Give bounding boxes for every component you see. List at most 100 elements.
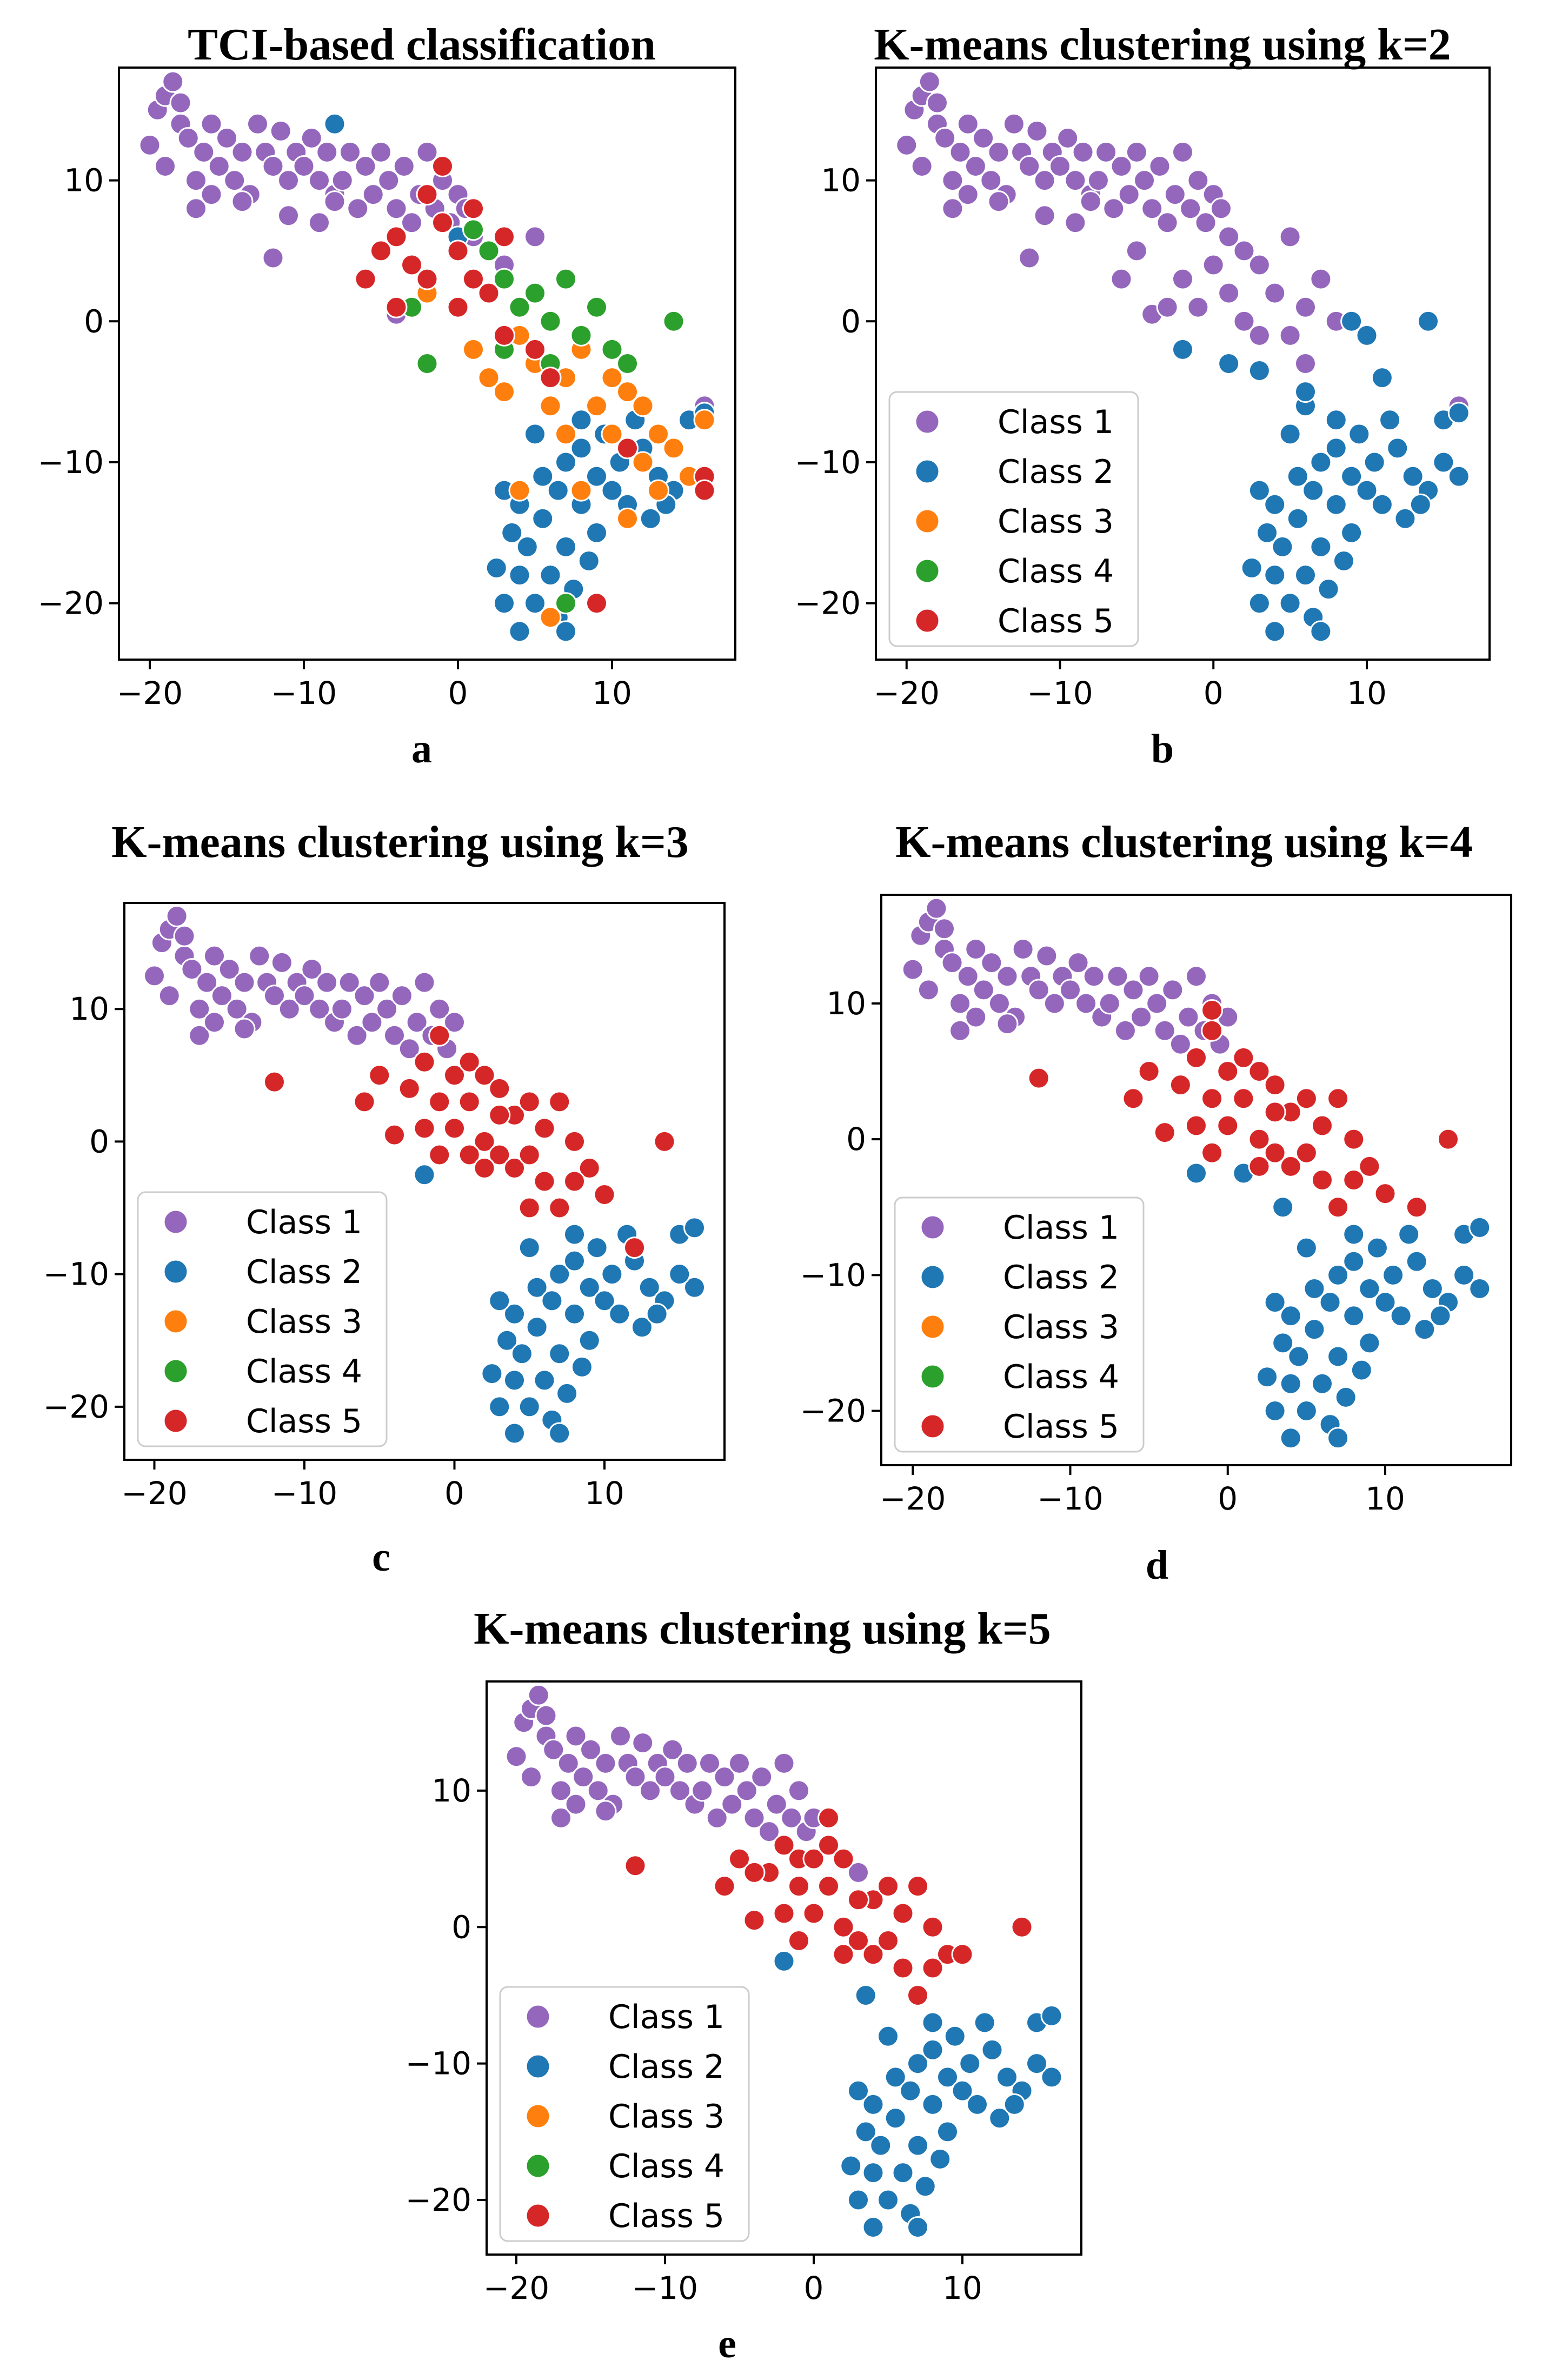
data-point [353, 1091, 376, 1113]
data-point [493, 268, 515, 290]
data-point [941, 197, 964, 220]
x-tick-label: 10 [942, 2270, 982, 2306]
y-tick-label: −20 [795, 585, 861, 622]
legend-label: Class 3 [246, 1303, 362, 1341]
data-point [293, 155, 315, 177]
legend-label: Class 5 [998, 602, 1114, 640]
data-point [1114, 1019, 1136, 1042]
legend-marker [914, 558, 940, 584]
data-point [951, 1943, 974, 1966]
data-point [921, 2093, 944, 2116]
chart-title: TCI-based classification [188, 19, 656, 70]
data-point [1294, 296, 1317, 318]
legend-label: Class 3 [998, 503, 1114, 541]
legend: Class 1 Class 2 Class 3 Class 4 Class 5 [499, 1986, 750, 2242]
data-point [601, 423, 623, 446]
data-point [196, 971, 218, 994]
data-point [943, 2025, 966, 2047]
data-point [1311, 1169, 1333, 1191]
series-class-1 [143, 905, 466, 1060]
data-point [578, 1276, 601, 1299]
data-point [996, 2066, 1018, 2089]
plot-frame [123, 902, 726, 1461]
data-point [531, 465, 554, 488]
data-point [832, 1847, 855, 1870]
data-point [608, 1302, 631, 1325]
data-point [347, 197, 369, 220]
data-point [277, 169, 300, 192]
legend-label: Class 2 [608, 2048, 724, 2086]
data-point [735, 1779, 758, 1802]
y-tick-label: 10 [826, 985, 866, 1022]
data-point [616, 437, 639, 460]
data-point [1468, 1216, 1491, 1239]
data-point [293, 985, 316, 1007]
x-tick-label: −10 [1037, 1480, 1103, 1517]
data-point [524, 423, 546, 446]
data-point [203, 1011, 225, 1034]
y-tick-label: −10 [38, 444, 104, 481]
x-tick-label: 0 [1204, 675, 1224, 712]
data-point [1185, 1162, 1207, 1185]
data-point [987, 141, 1010, 163]
data-point [385, 296, 408, 318]
data-point [1279, 324, 1301, 347]
data-point [901, 958, 924, 981]
data-point [1248, 254, 1271, 276]
data-point [594, 1752, 617, 1774]
data-point [1087, 169, 1109, 192]
data-point [1421, 1277, 1444, 1300]
y-tick-label: 0 [451, 1909, 471, 1945]
data-point [661, 1738, 684, 1761]
data-point [247, 112, 269, 135]
data-point [1172, 141, 1194, 163]
data-point [921, 2038, 944, 2061]
data-point [539, 395, 562, 417]
legend-label: Class 4 [246, 1353, 362, 1391]
data-point [555, 592, 577, 615]
data-point [966, 2093, 988, 2116]
data-point [1118, 183, 1140, 206]
data-point [1059, 979, 1081, 1001]
data-point [547, 479, 569, 502]
data-point [669, 1779, 691, 1802]
data-point [458, 1144, 481, 1166]
y-tick-label: 0 [841, 303, 861, 340]
data-point [563, 1130, 586, 1153]
data-point [892, 2162, 914, 2184]
y-tick-label: −20 [406, 2182, 471, 2218]
data-point [933, 918, 955, 940]
data-point [1311, 1372, 1333, 1395]
data-point [473, 1064, 496, 1087]
data-point [1325, 437, 1347, 460]
data-point [951, 2079, 974, 2102]
data-point [980, 169, 1002, 192]
panel-label: c [372, 1534, 390, 1580]
data-point [1401, 465, 1424, 488]
y-tick-label: −10 [43, 1256, 109, 1293]
data-point [173, 925, 196, 947]
data-point [1202, 254, 1225, 276]
data-point [1130, 1006, 1153, 1028]
data-point [586, 395, 608, 417]
data-point [548, 1091, 571, 1113]
data-point [539, 367, 562, 389]
legend-label: Class 4 [1003, 1358, 1119, 1396]
data-point [1366, 1236, 1388, 1259]
panel-label: e [718, 2321, 736, 2366]
data-point [385, 225, 408, 248]
data-point [1394, 507, 1417, 530]
legend-marker [920, 1413, 946, 1439]
data-point [1011, 1916, 1033, 1938]
data-point [1248, 360, 1271, 382]
data-point [956, 183, 979, 206]
data-point [570, 409, 593, 431]
legend-label: Class 4 [608, 2148, 724, 2185]
data-point [385, 197, 408, 220]
y-tick-label: −10 [800, 1257, 866, 1293]
data-point [503, 1302, 526, 1325]
y-tick-label: 10 [821, 162, 861, 199]
data-point [572, 1766, 595, 1789]
data-point [431, 211, 454, 234]
data-point [1082, 965, 1105, 988]
